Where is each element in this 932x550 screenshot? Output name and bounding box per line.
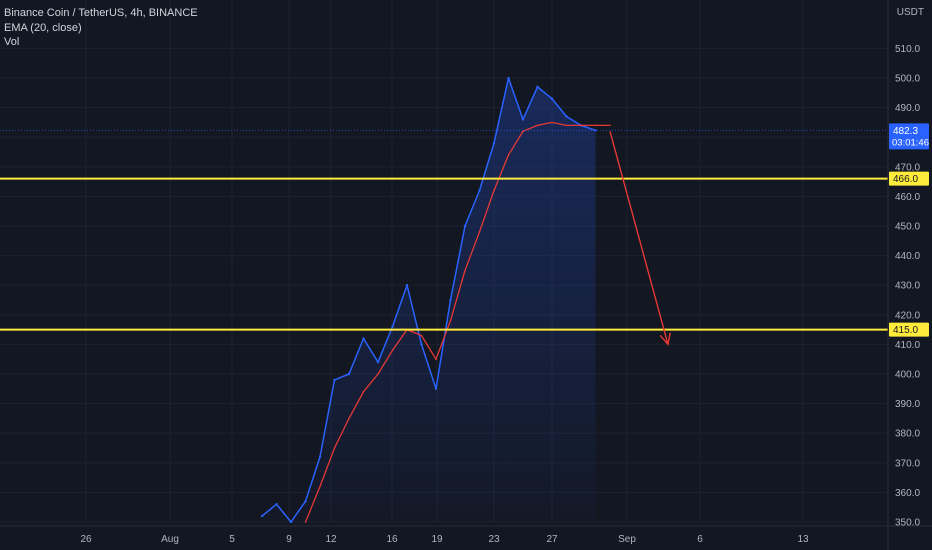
ema-point[interactable] [435,358,437,361]
ema-point[interactable] [536,124,539,127]
ema-point[interactable] [420,334,423,337]
price-tick-label: 370.0 [895,458,920,469]
current-price-tag[interactable] [889,123,929,150]
ema-point[interactable] [362,390,365,393]
price-tick-label: 430.0 [895,281,920,292]
price-point[interactable] [391,325,394,328]
ema-point[interactable] [377,373,379,375]
price-tick-label: 380.0 [895,429,920,440]
price-tick-label: 510.0 [895,44,920,55]
price-point[interactable] [289,520,293,524]
current-price-label: 482.3 [893,126,918,137]
price-point[interactable] [347,372,351,376]
price-tick-label: 500.0 [895,74,920,85]
price-tick-label: 490.0 [895,103,920,114]
price-point[interactable] [507,76,510,80]
price-point[interactable] [463,224,467,228]
ema-point[interactable] [449,319,452,322]
ema-point[interactable] [333,447,336,449]
ema-point[interactable] [580,124,582,127]
price-unit[interactable]: USDT [896,7,924,18]
price-point[interactable] [492,141,496,145]
price-point[interactable] [550,97,554,100]
ema-point[interactable] [348,417,350,420]
price-tick-label: 360.0 [895,488,920,499]
countdown-label: 03:01:46 [892,137,929,148]
time-tick-label: 27 [546,534,558,545]
ema-point[interactable] [391,349,394,352]
ema-point[interactable] [464,269,466,272]
price-point[interactable] [594,129,597,132]
legend-ema[interactable]: EMA (20, close) [4,21,82,34]
price-tick-label: 450.0 [895,222,920,233]
ema-point[interactable] [609,124,611,127]
time-tick-label: 23 [488,534,500,545]
price-point[interactable] [405,284,409,287]
price-point[interactable] [420,343,423,346]
level-price-tag[interactable] [889,322,929,337]
legend-symbol[interactable]: Binance Coin / TetherUS, 4h, BINANCE [4,7,198,19]
time-tick-label: 13 [797,534,809,545]
price-point[interactable] [362,337,365,340]
price-point[interactable] [376,360,380,364]
forecast-arrow[interactable] [609,131,669,345]
price-point[interactable] [521,118,525,121]
time-tick-label: Sep [618,534,636,545]
time-tick-label: 5 [229,534,235,545]
ema-line[interactable] [304,121,611,523]
level-price-label: 415.0 [893,325,918,336]
price-tick-label: 470.0 [895,162,920,173]
price-point[interactable] [275,503,278,506]
price-point[interactable] [318,455,322,459]
price-point[interactable] [304,500,307,503]
price-tick-label: 390.0 [895,399,920,410]
ema-point[interactable] [304,521,307,523]
price-line[interactable] [261,77,596,523]
price-point[interactable] [260,514,264,518]
price-tick-label: 420.0 [895,310,920,321]
price-area-fill [262,78,596,522]
time-tick-label: Aug [161,534,179,545]
price-tick-label: 410.0 [895,340,920,351]
price-tick-label: 350.0 [895,518,920,529]
level-price-tag[interactable] [889,171,929,186]
price-point[interactable] [449,298,452,302]
time-tick-label: 6 [697,534,703,545]
price-tick-label: 440.0 [895,251,920,262]
time-tick-label: 19 [431,534,443,545]
time-tick-label: 26 [80,534,92,545]
ema-point[interactable] [594,124,597,127]
price-tick-label: 460.0 [895,192,920,203]
ema-point[interactable] [478,231,481,233]
price-point[interactable] [333,378,336,382]
time-tick-label: 9 [286,534,292,545]
level-price-label: 466.0 [893,174,918,185]
legend-volume[interactable]: Vol [4,36,20,48]
ema-point[interactable] [565,124,568,127]
price-point[interactable] [434,387,438,390]
time-tick-label: 16 [386,534,398,545]
chart-legend: Binance Coin / TetherUS, 4h, BINANCE EMA… [4,6,198,50]
price-point[interactable] [478,189,481,192]
forecast-arrow-head [659,332,671,346]
ema-point[interactable] [507,154,510,156]
price-point[interactable] [536,85,539,89]
ema-point[interactable] [551,121,553,124]
time-tick-label: 12 [325,534,337,545]
price-point[interactable] [565,115,568,118]
ema-point[interactable] [493,189,495,192]
ema-point[interactable] [319,485,321,488]
price-tick-label: 400.0 [895,370,920,381]
